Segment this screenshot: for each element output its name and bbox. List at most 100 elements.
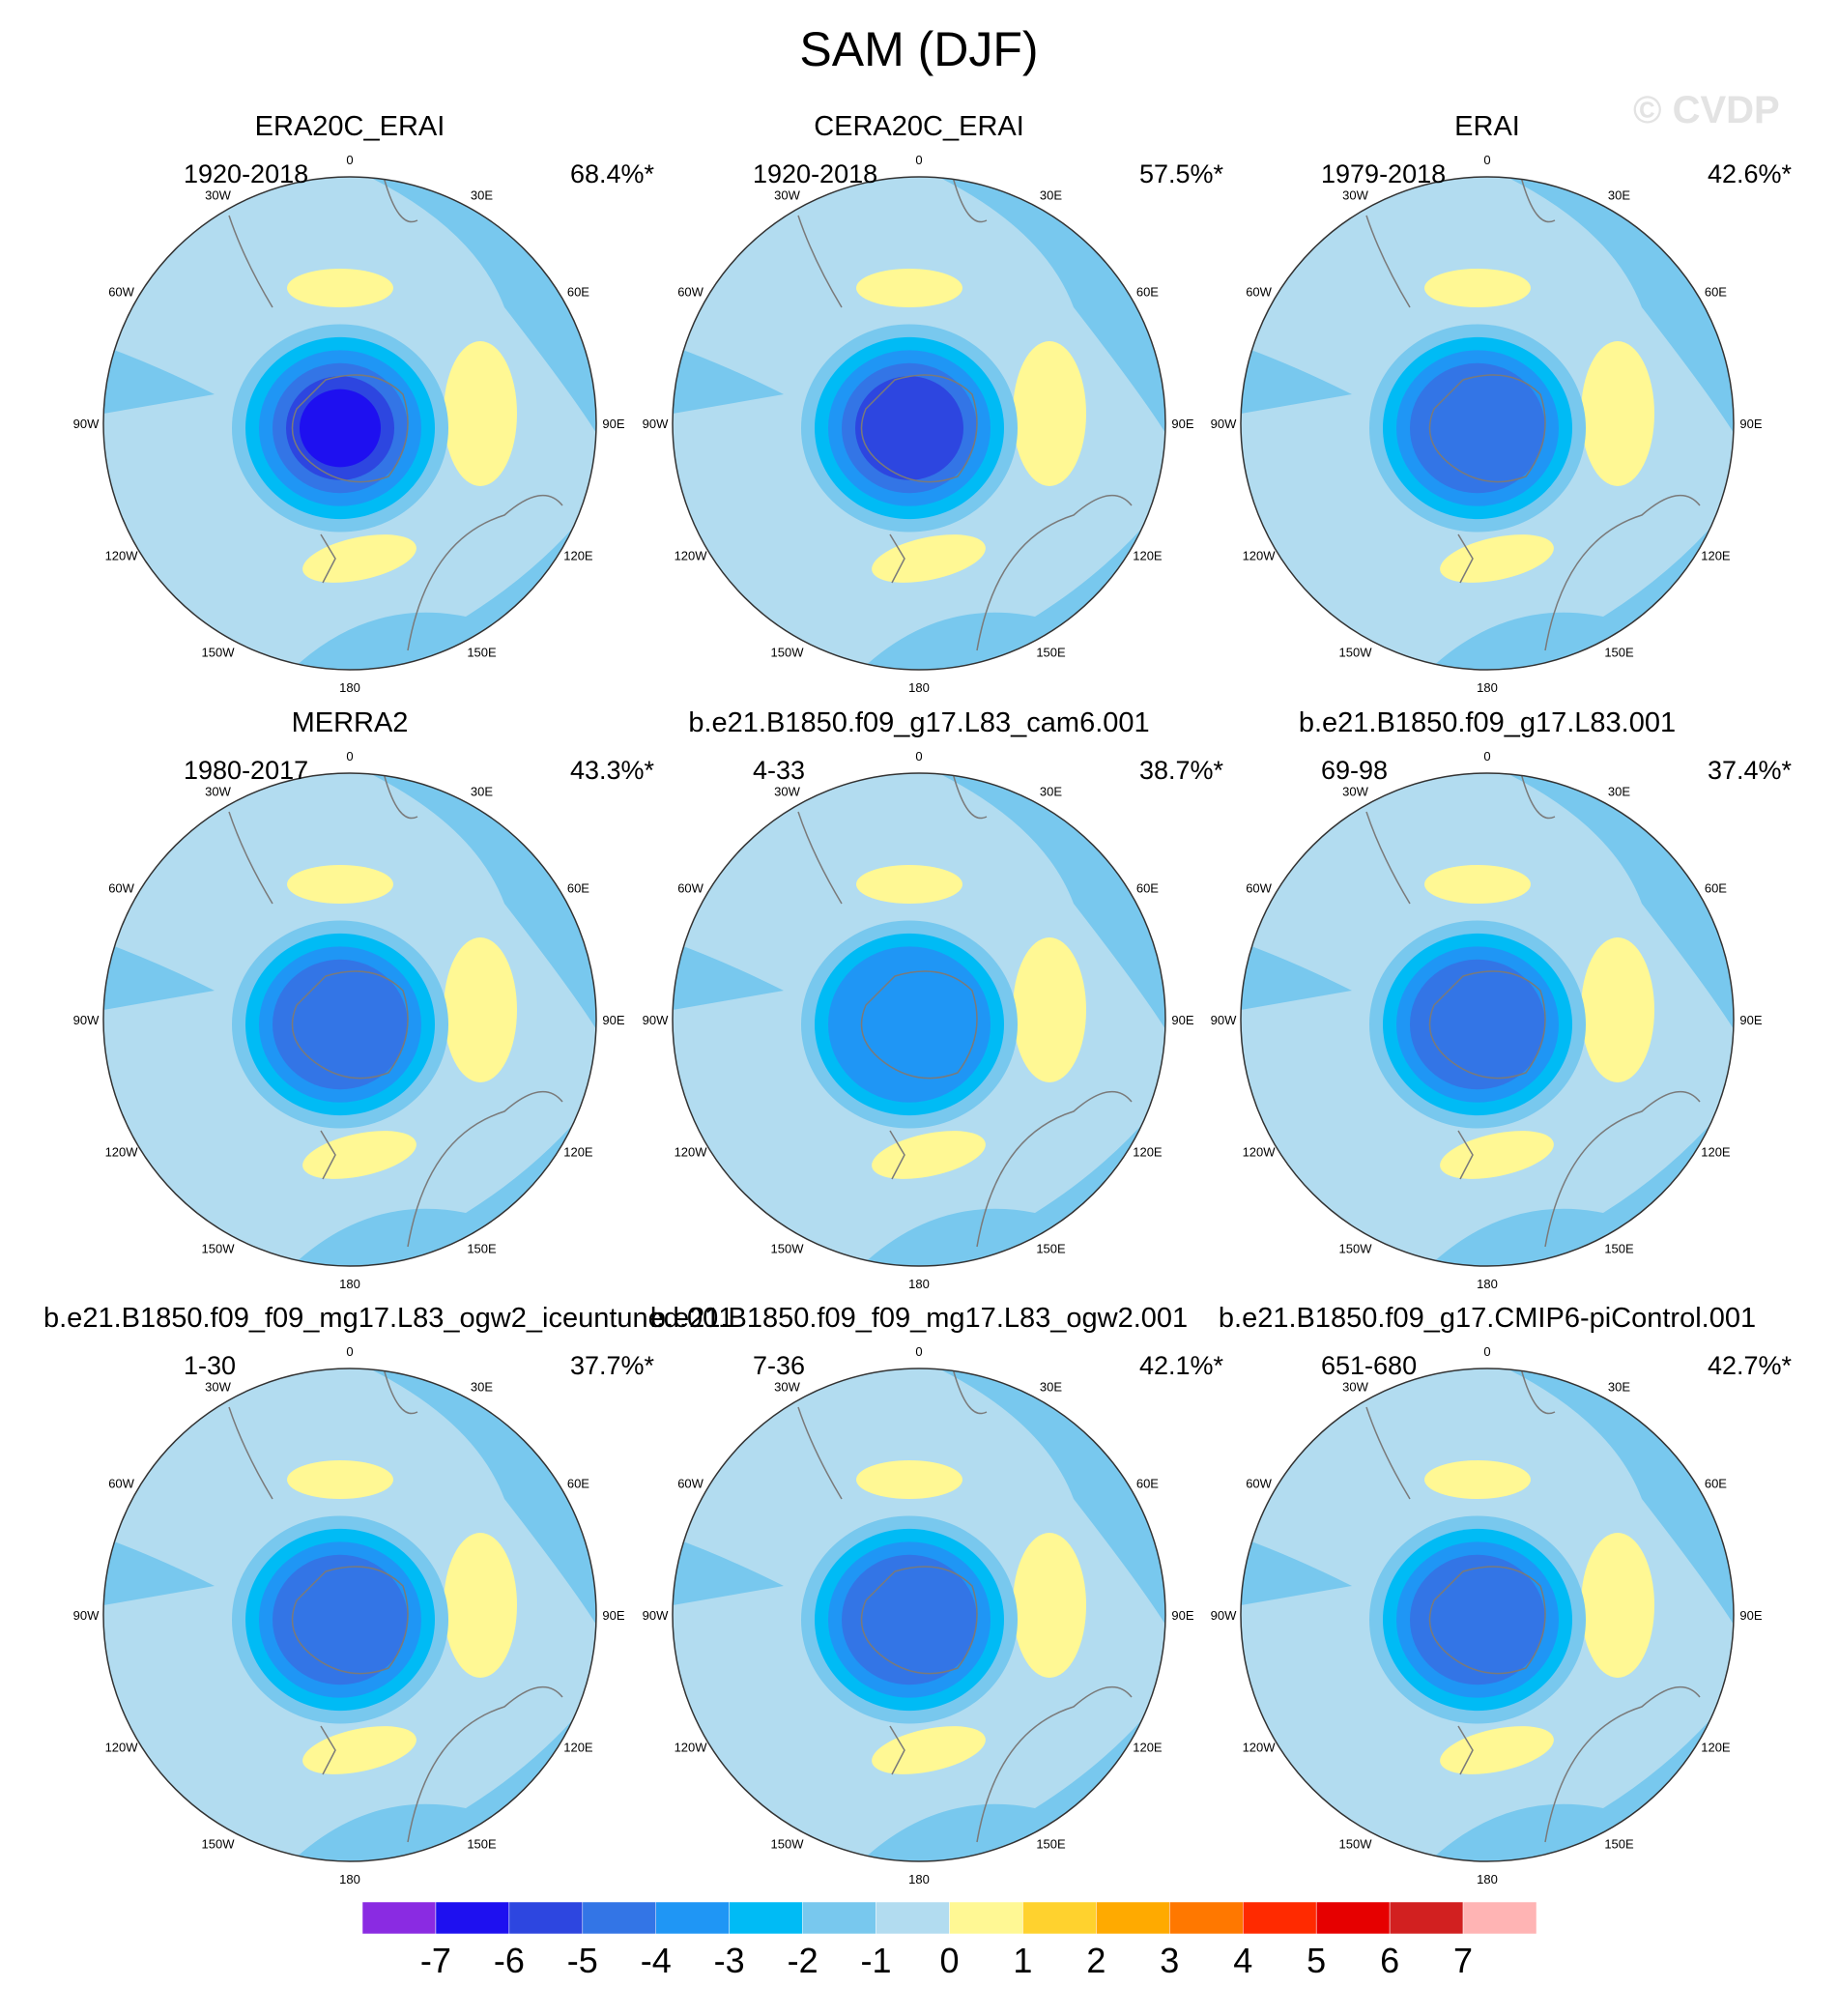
panel-title: b.e21.B1850.f09_f09_mg17.L83_ogw2_iceunt…: [43, 1303, 734, 1334]
longitude-label: 150W: [771, 1836, 805, 1851]
longitude-label: 60W: [1246, 1477, 1272, 1491]
longitude-label: 90W: [643, 1013, 669, 1027]
longitude-label: 180: [908, 1872, 930, 1886]
anomaly-blob-north: [856, 865, 962, 904]
longitude-label: 120E: [563, 1741, 593, 1755]
colorbar-label: -4: [641, 1941, 672, 1980]
new-zealand-coastline: [320, 533, 336, 584]
longitude-label: 0: [346, 749, 353, 763]
panel-variance-explained: 42.6%*: [1708, 159, 1793, 188]
colorbar-label: -6: [494, 1941, 525, 1980]
longitude-label: 150W: [1339, 645, 1373, 659]
longitude-label: 120E: [1701, 1741, 1731, 1755]
colorbar-swatch: [435, 1901, 510, 1935]
longitude-label: 30W: [774, 785, 800, 799]
anomaly-blob-south: [872, 1726, 986, 1774]
anomaly-blob-east: [1013, 1533, 1086, 1678]
africa-coastline: [1520, 773, 1556, 820]
longitude-label: 120E: [1133, 549, 1163, 563]
anomaly-band: [1410, 362, 1545, 494]
longitude-label: 60W: [677, 1477, 704, 1491]
longitude-label: 0: [346, 153, 353, 167]
antarctica-coastline: [291, 970, 409, 1080]
anomaly-patch-w: [103, 346, 215, 414]
new-zealand-coastline: [889, 1130, 905, 1180]
colorbar-label: -5: [567, 1941, 598, 1980]
longitude-label: 60W: [1246, 285, 1272, 300]
longitude-label: 150W: [771, 645, 805, 659]
panel-variance-explained: 37.7%*: [570, 1351, 655, 1380]
longitude-label: 180: [339, 1872, 360, 1886]
colorbar-label: 3: [1160, 1941, 1179, 1980]
longitude-label: 60E: [567, 285, 589, 300]
longitude-label: 30W: [774, 188, 800, 203]
longitude-label: 120W: [675, 549, 708, 563]
longitude-label: 30W: [205, 1380, 231, 1395]
map-border: [1240, 176, 1735, 671]
longitude-label: 150E: [467, 1241, 497, 1255]
anomaly-band: [842, 1554, 977, 1685]
south-america-coastline: [797, 1406, 843, 1500]
south-america-coastline: [1365, 215, 1411, 308]
map-border: [672, 772, 1166, 1267]
australia-coastline: [407, 1685, 563, 1843]
anomaly-blob-east: [1581, 341, 1654, 486]
panel-title: b.e21.B1850.f09_g17.L83.001: [1298, 707, 1677, 738]
colorbar-label: 2: [1086, 1941, 1106, 1980]
longitude-label: 90E: [1171, 1013, 1193, 1027]
longitude-label: 120E: [1701, 1145, 1731, 1160]
new-zealand-coastline: [889, 533, 905, 584]
anomaly-patch-w: [1241, 942, 1352, 1010]
australia-coastline: [976, 494, 1133, 651]
colorbar-label: 4: [1233, 1941, 1252, 1980]
panel-years: 1920-2018: [184, 159, 309, 188]
longitude-label: 150E: [1036, 1241, 1066, 1255]
longitude-label: 120E: [1701, 549, 1731, 563]
anomaly-band: [1410, 959, 1545, 1090]
anomaly-blob-east: [444, 341, 517, 486]
longitude-label: 60E: [1705, 1477, 1727, 1491]
longitude-label: 150E: [1036, 645, 1066, 659]
australia-coastline: [407, 494, 563, 651]
panel-years: 69-98: [1321, 756, 1389, 785]
longitude-label: 30W: [205, 785, 231, 799]
panel-years: 1-30: [184, 1351, 237, 1380]
australia-coastline: [976, 1090, 1133, 1248]
longitude-label: 150W: [771, 1241, 805, 1255]
colorbar-label: 6: [1380, 1941, 1399, 1980]
longitude-label: 60W: [677, 881, 704, 896]
longitude-label: 30E: [471, 785, 493, 799]
longitude-label: 30E: [1608, 188, 1630, 203]
polar-map: 0 30E 60E 90E 120E 150E 180 150W 120W 90W 60W 30W: [643, 1344, 1194, 1886]
figure-title: SAM (DJF): [799, 22, 1039, 76]
africa-coastline: [952, 773, 988, 820]
panel-years: 1980-2017: [184, 756, 309, 785]
antarctica-coastline: [860, 1566, 978, 1675]
longitude-label: 90E: [1171, 417, 1193, 431]
south-america-coastline: [1365, 1406, 1411, 1500]
longitude-label: 90W: [1211, 1608, 1237, 1623]
anomaly-patch-w: [103, 1538, 215, 1605]
anomaly-blob-north: [856, 1460, 962, 1499]
anomaly-blob-east: [1013, 341, 1086, 486]
longitude-label: 150E: [1604, 1836, 1634, 1851]
panel-variance-explained: 37.4%*: [1708, 756, 1793, 785]
longitude-label: 30E: [471, 1380, 493, 1395]
anomaly-blob-south: [302, 1131, 416, 1179]
antarctica-coastline: [1428, 970, 1546, 1080]
colorbar-swatch: [582, 1901, 656, 1935]
africa-coastline: [383, 773, 418, 820]
panel-years: 4-33: [753, 756, 806, 785]
longitude-label: 120W: [1243, 1145, 1277, 1160]
longitude-label: 0: [1483, 153, 1490, 167]
anomaly-blob-north: [856, 269, 962, 307]
longitude-label: 0: [346, 1344, 353, 1359]
longitude-label: 90E: [1739, 417, 1762, 431]
longitude-label: 0: [915, 749, 922, 763]
polar-map: 0 30E 60E 90E 120E 150E 180 150W 120W 90W 60W 30W: [73, 1344, 625, 1886]
anomaly-blob-north: [287, 1460, 393, 1499]
colorbar-label: 5: [1307, 1941, 1326, 1980]
colorbar-swatch: [361, 1901, 437, 1935]
australia-coastline: [1544, 1685, 1701, 1843]
colorbar-swatch: [1022, 1901, 1097, 1935]
